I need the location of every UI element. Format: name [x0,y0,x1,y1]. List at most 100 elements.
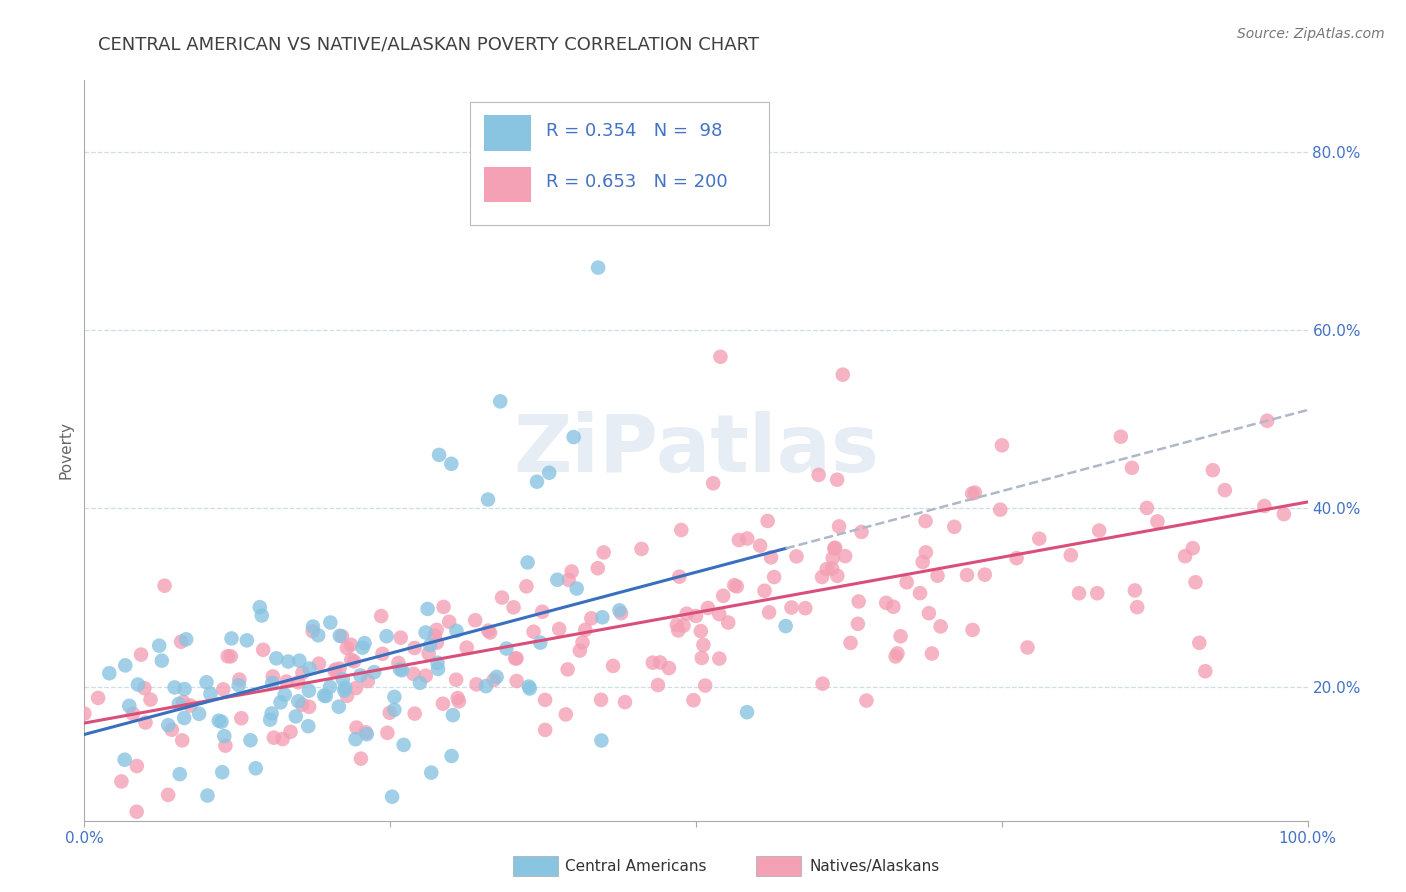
Point [668,570,690,584]
Point [823,541,845,556]
Point [432,599,454,614]
Point [404,706,426,721]
Point [195,675,218,690]
Point [354,725,377,739]
Point [266,651,288,665]
Point [259,713,281,727]
Point [440,457,463,471]
Point [695,679,717,693]
Point [174,632,197,647]
Point [236,633,259,648]
Point [446,624,468,638]
Point [666,624,689,638]
Point [284,709,307,723]
Point [125,759,148,773]
Point [586,561,609,575]
Point [432,697,454,711]
Point [343,654,366,668]
Point [370,609,392,624]
Point [1067,586,1090,600]
Point [709,607,731,621]
Point [546,573,568,587]
Point [884,649,907,664]
Point [807,467,830,482]
Point [419,638,441,652]
Point [581,611,603,625]
Text: Natives/Alaskans: Natives/Alaskans [810,859,941,873]
Point [377,726,399,740]
Point [157,788,180,802]
Point [148,639,170,653]
Point [988,502,1011,516]
Point [921,647,943,661]
Point [825,473,848,487]
Point [420,765,443,780]
Point [848,594,870,608]
Point [315,689,337,703]
Point [602,659,624,673]
Point [404,640,426,655]
Point [319,615,342,630]
Point [689,624,711,639]
Point [416,602,439,616]
Point [270,695,292,709]
Point [308,657,330,671]
Point [831,368,853,382]
Point [418,647,440,661]
Point [260,706,283,721]
Point [529,635,551,649]
Point [352,640,374,655]
Point [356,727,378,741]
Point [219,649,242,664]
Point [1123,583,1146,598]
Point [297,719,319,733]
Point [114,658,136,673]
Point [851,524,873,539]
Point [169,767,191,781]
Point [239,733,262,747]
Point [346,721,368,735]
Point [956,568,979,582]
Point [610,606,633,620]
Point [711,589,734,603]
Point [534,693,557,707]
Point [409,676,432,690]
Point [591,733,613,747]
Point [73,706,96,721]
Point [336,689,359,703]
Point [828,519,851,533]
Point [214,729,236,743]
Point [252,642,274,657]
Point [495,641,517,656]
Point [692,638,714,652]
Point [586,260,609,275]
Point [896,575,918,590]
Point [391,663,413,677]
Point [336,640,359,655]
Point [427,662,450,676]
Point [517,680,540,694]
Point [363,665,385,680]
Point [228,678,250,692]
Point [671,523,693,537]
Point [675,607,697,621]
Point [630,541,652,556]
FancyBboxPatch shape [484,167,531,202]
Point [387,656,409,670]
Point [647,678,669,692]
Point [110,774,132,789]
Point [846,616,869,631]
Point [447,694,470,708]
Point [548,622,571,636]
Point [780,600,803,615]
Point [98,666,121,681]
Point [134,681,156,696]
Point [758,605,780,619]
Point [886,647,908,661]
Point [482,673,505,687]
Point [170,634,193,648]
Point [157,718,180,732]
Point [557,573,579,587]
Point [280,724,302,739]
Point [927,568,949,582]
